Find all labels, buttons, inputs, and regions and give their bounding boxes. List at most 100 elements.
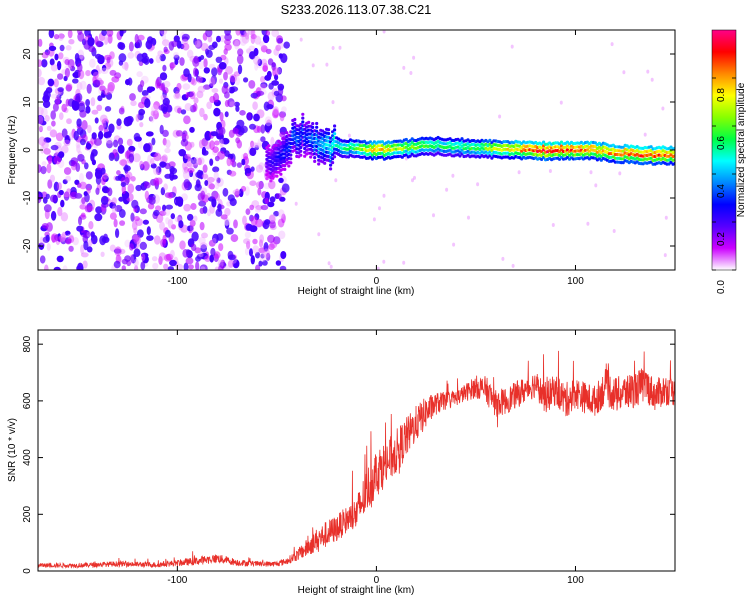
spectrogram-noise-cell	[259, 252, 267, 262]
spectrogram-noise-cell	[211, 67, 218, 77]
spectrogram-signal-cell	[277, 170, 281, 174]
spectrogram-noise-cell	[126, 115, 134, 124]
spectrogram-noise-cell	[79, 138, 86, 146]
spectrogram-noise-cell	[159, 161, 167, 169]
spectrogram-noise-cell	[115, 228, 120, 239]
spectrogram-noise-cell	[146, 226, 151, 236]
spectrogram-noise-cell	[182, 153, 188, 164]
spectrogram-noise-cell	[250, 140, 255, 148]
spectrogram-noise-cell	[57, 206, 63, 217]
spectrogram-noise-cell	[198, 139, 204, 149]
spectrogram-signal-cell	[408, 139, 412, 143]
spectrogram-noise-cell	[237, 64, 243, 75]
spectrogram-x-tick-label: 100	[567, 276, 584, 287]
spectrogram-noise-cell	[97, 56, 105, 65]
spectrogram-noise-cell	[188, 264, 194, 270]
spectrogram-noise-cell	[246, 48, 252, 54]
spectrogram-noise-cell	[224, 33, 232, 41]
spectrogram-noise-cell	[250, 255, 255, 265]
spectrogram-noise-cell	[210, 75, 217, 85]
spectrogram-noise-cell	[82, 260, 88, 269]
spectrogram-noise-cell	[152, 110, 159, 120]
spectrogram-noise-cell	[63, 191, 70, 198]
spectrogram-noise-cell	[250, 166, 255, 172]
spectrogram-noise-cell	[273, 90, 280, 97]
spectrogram-noise-cell	[91, 149, 98, 157]
spectrogram-noise-cell	[58, 151, 65, 159]
spectrogram-noise-cell	[127, 183, 135, 194]
spectrogram-noise-cell	[163, 87, 169, 94]
spectrogram-noise-cell	[78, 102, 86, 113]
spectrogram-signal-cell	[540, 150, 544, 154]
spectrogram-noise-cell	[347, 133, 351, 138]
spectrogram-noise-cell	[199, 207, 205, 214]
spectrogram-noise-cell	[451, 173, 455, 178]
spectrogram-noise-cell	[189, 126, 195, 133]
spectrogram-noise-cell	[83, 191, 88, 197]
spectrogram-signal-cell	[317, 162, 321, 166]
spectrogram-noise-cell	[261, 58, 267, 66]
spectrogram-y-tick-label: -10	[22, 190, 33, 205]
spectrogram-noise-cell	[54, 53, 59, 61]
spectrogram-noise-cell	[244, 247, 250, 256]
spectrogram-noise-cell	[109, 202, 116, 209]
spectrogram-noise-cell	[559, 100, 563, 105]
spectrogram-noise-cell	[163, 80, 171, 88]
spectrogram-noise-cell	[113, 218, 118, 228]
spectrogram-noise-cell	[159, 210, 167, 216]
spectrogram-noise-cell	[228, 170, 237, 177]
spectrogram-noise-cell	[72, 78, 79, 84]
spectrogram-noise-cell	[173, 93, 181, 100]
spectrogram-noise-cell	[214, 181, 220, 190]
spectrogram-noise-cell	[279, 113, 285, 122]
spectrogram-noise-cell	[239, 110, 246, 116]
spectrogram-noise-cell	[136, 53, 144, 62]
spectrogram-noise-cell	[133, 132, 141, 142]
spectrogram-noise-cell	[259, 41, 265, 47]
spectrogram-noise-cell	[130, 100, 137, 107]
spectrogram-noise-cell	[155, 78, 160, 89]
spectrogram-noise-cell	[91, 109, 99, 115]
spectrogram-noise-cell	[68, 245, 74, 252]
spectrogram-noise-cell	[38, 59, 43, 67]
spectrogram-noise-cell	[317, 232, 321, 237]
spectrogram-signal-cell	[329, 163, 333, 167]
spectrogram-noise-cell	[173, 35, 180, 43]
spectrogram-noise-cell	[137, 229, 144, 238]
colorbar-ticks: 0.0 0.2 0.4 0.6 0.8	[712, 77, 736, 294]
spectrogram-noise-cell	[120, 182, 127, 187]
spectrogram-noise-cell	[52, 102, 59, 112]
spectrogram-noise-cell	[650, 77, 654, 82]
spectrogram-noise-cell	[62, 179, 68, 185]
spectrogram-noise-cell	[262, 65, 268, 72]
spectrogram-noise-cell	[84, 204, 93, 213]
spectrogram-noise-cell	[46, 125, 52, 131]
spectrogram-noise-cell	[115, 175, 121, 181]
spectrogram-noise-cell	[198, 61, 205, 69]
spectrogram-noise-cell	[181, 33, 190, 41]
spectrogram-noise-cell	[199, 107, 205, 118]
spectrogram-noise-cell	[49, 129, 58, 138]
spectrogram-noise-cell	[253, 55, 261, 65]
spectrogram-noise-cell	[202, 84, 211, 90]
spectrogram-noise-cell	[200, 55, 205, 60]
spectrogram-noise-cell	[93, 138, 102, 146]
spectrogram-noise-cell	[65, 45, 72, 51]
spectrogram-noise-cell	[131, 220, 138, 231]
spectrogram-noise-cell	[153, 209, 160, 217]
spectrogram-noise-cell	[196, 90, 204, 99]
spectrogram-noise-cell	[279, 265, 287, 270]
spectrogram-signal-cell	[331, 153, 335, 157]
spectrogram-noise-cell	[165, 253, 174, 261]
spectrogram-noise-cell	[201, 146, 207, 156]
spectrogram-noise-cell	[165, 139, 171, 149]
spectrogram-signal-cell	[271, 176, 275, 180]
spectrogram-noise-cell	[190, 157, 197, 165]
spectrogram-noise-cell	[142, 255, 149, 264]
spectrogram-noise-cell	[61, 145, 69, 154]
spectrogram-noise-cell	[281, 106, 287, 113]
spectrogram-noise-cell	[203, 58, 208, 68]
spectrogram-noise-cell	[50, 144, 59, 151]
spectrogram-noise-cell	[236, 162, 242, 168]
